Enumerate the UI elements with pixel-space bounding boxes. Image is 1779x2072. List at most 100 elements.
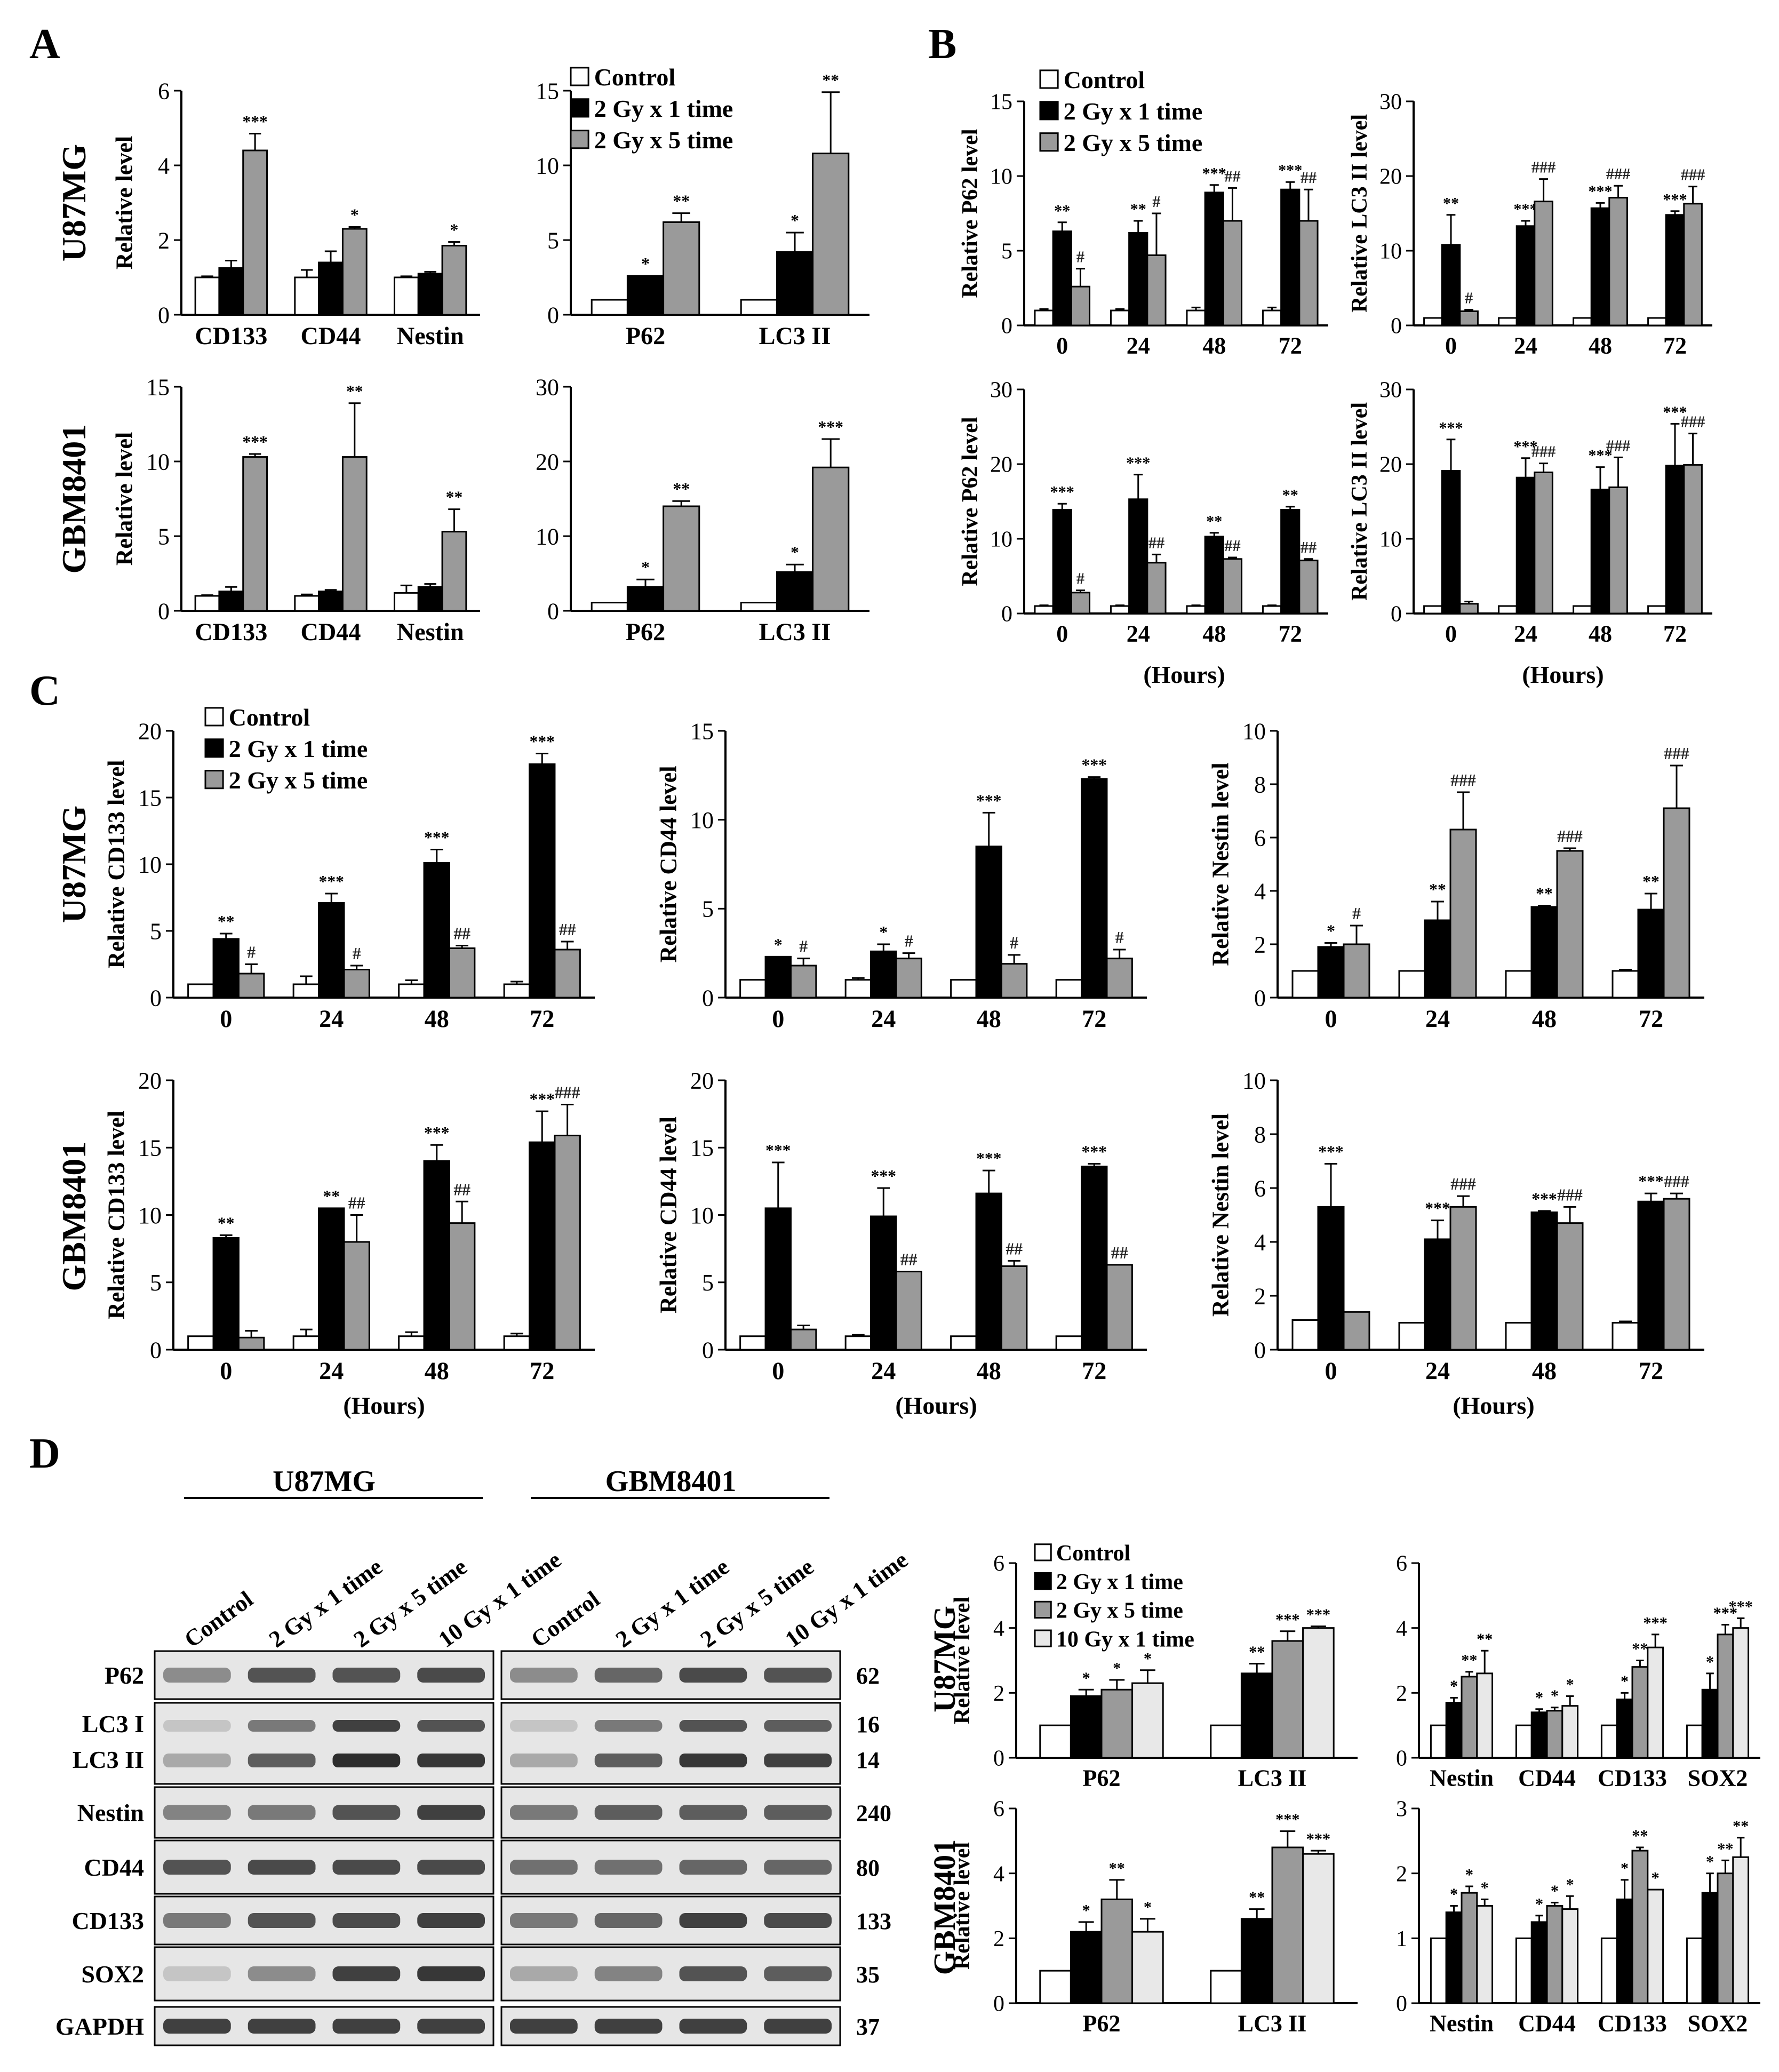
significance-mark: ** [1642, 872, 1660, 891]
y-tick-label: 4 [1254, 1229, 1266, 1255]
bar [1445, 1911, 1463, 2004]
significance-mark: ** [1632, 1640, 1648, 1658]
significance-mark: *** [1513, 437, 1537, 456]
significance-mark: *** [424, 1123, 450, 1142]
y-tick-label: 5 [547, 227, 559, 253]
legend-panel-d: Control 2 Gy x 1 time 2 Gy x 5 time 10 Gy x… [1034, 1541, 1194, 1652]
significance-mark: # [1152, 193, 1160, 211]
blot-band [679, 2019, 747, 2034]
blot-band [248, 1668, 316, 1683]
blot-band [248, 1913, 316, 1928]
y-tick-label: 20 [1379, 165, 1402, 189]
significance-mark: *** [1081, 1143, 1107, 1161]
chart-c-gbm-cd44: 0 5 10 15 20 Relative CD44 level *** 0 *** ## 24 **… [656, 1067, 1147, 1384]
x-tick-label: P62 [1082, 1765, 1120, 1791]
blot-band [594, 1860, 663, 1875]
bar [1590, 207, 1610, 326]
y-axis-label: Relative LC3 II level [1347, 114, 1372, 313]
bar [1631, 1850, 1649, 2004]
x-tick-label: Nestin [397, 322, 464, 349]
y-axis-label: Relative level [950, 1842, 975, 1970]
bar [529, 763, 556, 999]
significance-mark: * [350, 206, 359, 225]
y-tick-label: 4 [158, 153, 170, 179]
bar [870, 950, 897, 999]
y-tick-label: 10 [536, 523, 559, 549]
bar [1701, 1688, 1719, 1759]
bar [1647, 317, 1667, 326]
y-tick-label: 20 [138, 1067, 162, 1094]
significance-mark: *** [818, 418, 843, 436]
x-tick-label: 72 [1082, 1357, 1106, 1384]
bar [1128, 498, 1148, 615]
significance-mark: *** [242, 433, 268, 451]
x-tick-label: 0 [1325, 1357, 1337, 1384]
significance-mark: ## [348, 1194, 365, 1213]
significance-mark: * [791, 543, 799, 562]
y-tick-label: 0 [150, 1337, 162, 1363]
significance-mark: ** [673, 192, 690, 211]
bar [1631, 1666, 1649, 1759]
bar [1647, 1888, 1664, 2004]
legend-label: Control [594, 63, 676, 91]
panel-letter-a: A [29, 21, 60, 68]
significance-mark: * [1535, 1895, 1543, 1913]
bar [1683, 203, 1703, 326]
bar [441, 245, 467, 316]
bar [441, 531, 467, 612]
y-tick-label: 10 [690, 807, 714, 833]
bar [1449, 828, 1477, 999]
y-tick-label: 20 [990, 453, 1012, 477]
significance-mark: * [1450, 1677, 1458, 1695]
bar [1423, 605, 1443, 615]
blot-band [764, 1860, 832, 1875]
legend-label: 2 Gy x 1 time [1056, 1570, 1183, 1595]
bar [1128, 232, 1148, 326]
panel-letter-c: C [29, 667, 60, 714]
blot-band [417, 1966, 485, 1981]
y-tick-label: 5 [150, 918, 162, 944]
bar [1556, 1222, 1584, 1351]
y-tick-label: 30 [1379, 378, 1402, 403]
legend-label: Control [1064, 66, 1145, 93]
y-tick-label: 20 [138, 718, 162, 744]
bar [1424, 919, 1451, 999]
significance-mark: ** [1429, 880, 1446, 899]
bar [554, 949, 581, 999]
bar [1110, 605, 1130, 615]
significance-mark: ### [1450, 771, 1476, 790]
bar [1210, 1724, 1242, 1759]
bar [1732, 1627, 1750, 1759]
significance-mark: *** [1318, 1143, 1344, 1161]
significance-mark: # [905, 932, 913, 951]
bar [975, 846, 1002, 999]
bar [187, 1335, 214, 1351]
y-axis-label: Relative CD44 level [656, 1117, 682, 1313]
significance-mark: * [1465, 1866, 1473, 1884]
bar [1055, 1335, 1083, 1351]
y-tick-label: 1 [1396, 1927, 1407, 1951]
significance-mark: *** [1202, 164, 1226, 182]
significance-mark: *** [1275, 1811, 1299, 1829]
bar [393, 592, 419, 612]
bar [626, 586, 665, 612]
significance-mark: * [1706, 1853, 1714, 1871]
bar [844, 1335, 872, 1351]
significance-mark: ** [1717, 1839, 1733, 1858]
legend-label: Control [229, 704, 310, 731]
significance-mark: ## [1006, 1239, 1023, 1258]
significance-mark: ### [555, 1083, 580, 1102]
significance-mark: ** [1249, 1643, 1265, 1661]
significance-mark: * [1566, 1875, 1574, 1893]
y-tick-label: 2 [1254, 1283, 1266, 1309]
blot-band [163, 1805, 231, 1820]
bar [218, 267, 244, 316]
bar [294, 595, 320, 612]
significance-mark: * [879, 923, 888, 942]
bar [218, 591, 244, 612]
bar [194, 595, 220, 612]
bar [1222, 558, 1243, 615]
blot-band [332, 1754, 401, 1767]
